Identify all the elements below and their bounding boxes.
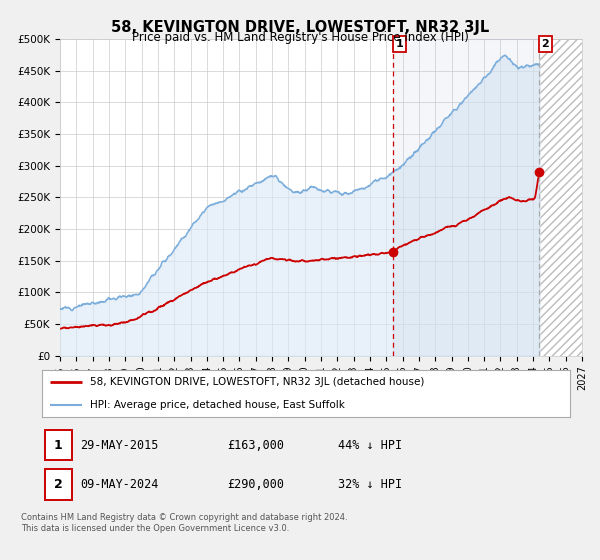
Text: 58, KEVINGTON DRIVE, LOWESTOFT, NR32 3JL: 58, KEVINGTON DRIVE, LOWESTOFT, NR32 3JL bbox=[111, 20, 489, 35]
Text: 1: 1 bbox=[54, 438, 63, 452]
Text: 1: 1 bbox=[395, 39, 403, 49]
Text: 32% ↓ HPI: 32% ↓ HPI bbox=[338, 478, 402, 491]
Text: Price paid vs. HM Land Registry's House Price Index (HPI): Price paid vs. HM Land Registry's House … bbox=[131, 31, 469, 44]
Text: £163,000: £163,000 bbox=[227, 438, 284, 452]
Text: £290,000: £290,000 bbox=[227, 478, 284, 491]
Text: Contains HM Land Registry data © Crown copyright and database right 2024.: Contains HM Land Registry data © Crown c… bbox=[21, 513, 347, 522]
FancyBboxPatch shape bbox=[44, 469, 72, 500]
Text: 2: 2 bbox=[541, 39, 549, 49]
Bar bbox=[393, 39, 539, 356]
Text: 09-MAY-2024: 09-MAY-2024 bbox=[80, 478, 158, 491]
Text: 58, KEVINGTON DRIVE, LOWESTOFT, NR32 3JL (detached house): 58, KEVINGTON DRIVE, LOWESTOFT, NR32 3JL… bbox=[89, 377, 424, 387]
Text: HPI: Average price, detached house, East Suffolk: HPI: Average price, detached house, East… bbox=[89, 400, 344, 410]
Text: 2: 2 bbox=[54, 478, 63, 491]
FancyBboxPatch shape bbox=[44, 430, 72, 460]
Text: 44% ↓ HPI: 44% ↓ HPI bbox=[338, 438, 402, 452]
Text: This data is licensed under the Open Government Licence v3.0.: This data is licensed under the Open Gov… bbox=[21, 524, 289, 533]
Text: 29-MAY-2015: 29-MAY-2015 bbox=[80, 438, 158, 452]
